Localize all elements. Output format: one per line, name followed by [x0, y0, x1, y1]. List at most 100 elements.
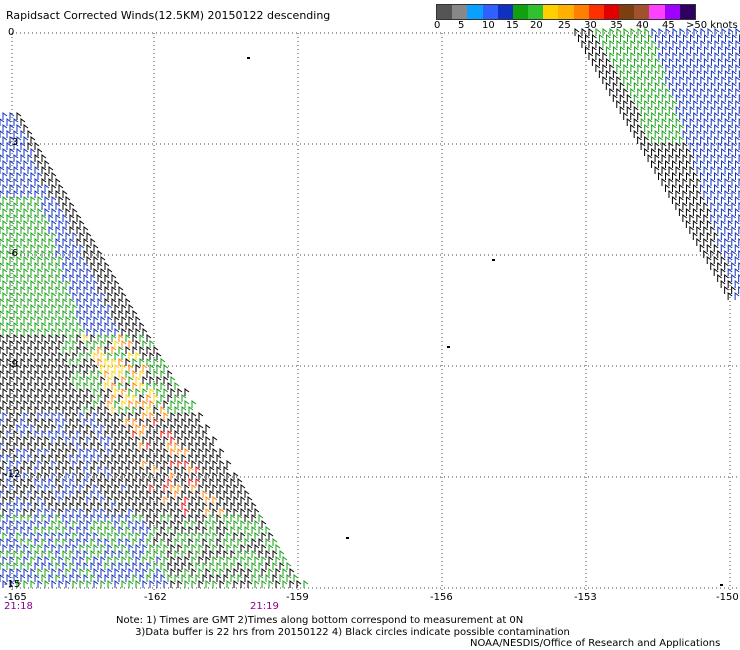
wind-barb [34, 538, 40, 546]
wind-barb [76, 310, 82, 318]
wind-barb [679, 112, 685, 120]
wind-barb [37, 412, 43, 420]
wind-barb [2, 364, 8, 372]
wind-barb [198, 436, 204, 444]
wind-barb [637, 88, 643, 96]
wind-barb [142, 340, 148, 348]
wind-barb [34, 454, 40, 462]
wind-barb [177, 412, 183, 420]
wind-barb [135, 328, 141, 336]
wind-barb [83, 454, 89, 462]
wind-barb [107, 292, 113, 300]
wind-barb [51, 328, 57, 336]
wind-barb [717, 46, 723, 54]
wind-barb [651, 112, 657, 120]
wind-barb [170, 508, 176, 516]
wind-barb [104, 382, 110, 390]
wind-barb [2, 136, 8, 144]
wind-barb [27, 334, 33, 342]
wind-barb [623, 76, 629, 84]
wind-barb [696, 130, 702, 138]
wind-barb [146, 574, 152, 582]
wind-barb [55, 190, 61, 198]
wind-barb [86, 556, 92, 564]
wind-barb [65, 424, 71, 432]
wind-barb [693, 124, 698, 132]
wind-barb [83, 322, 89, 330]
wind-barb [188, 478, 194, 486]
wind-barb [58, 244, 64, 252]
wind-barb [728, 160, 733, 168]
wind-barb [79, 328, 85, 336]
wind-barb [51, 244, 57, 252]
wind-barb [16, 172, 22, 180]
wind-barb [58, 568, 64, 576]
wind-barb [83, 490, 89, 498]
wind-barb [685, 196, 691, 204]
wind-barb [640, 46, 646, 54]
wind-barb [34, 298, 40, 306]
wind-barb [738, 226, 740, 234]
wind-barb [83, 514, 89, 522]
wind-barb [83, 538, 89, 546]
wind-barb [37, 316, 43, 324]
wind-barb [9, 244, 15, 252]
wind-barb [198, 532, 204, 540]
wind-barb [728, 64, 734, 72]
wind-barb [9, 124, 15, 132]
wind-barb [23, 340, 29, 348]
wind-barb [27, 538, 33, 546]
wind-barb [174, 394, 180, 402]
wind-barb [598, 58, 604, 66]
wind-barb [233, 496, 239, 504]
wind-barb [37, 340, 43, 348]
wind-barb [104, 394, 110, 402]
wind-barb [728, 76, 734, 84]
wind-barb [97, 406, 103, 414]
wind-barb [34, 394, 40, 402]
isolated-barb [720, 584, 723, 586]
wind-barb [675, 34, 681, 42]
wind-barb [27, 202, 33, 210]
wind-barb [104, 502, 110, 510]
wind-barb [170, 412, 176, 420]
wind-barb [602, 28, 608, 36]
wind-barb [90, 466, 96, 474]
wind-barb [65, 376, 71, 384]
wind-barb [146, 430, 152, 438]
wind-barb [30, 412, 36, 420]
wind-barb [202, 454, 208, 462]
wind-barb [731, 286, 736, 294]
wind-barb [79, 304, 85, 312]
wind-barb [163, 532, 169, 540]
wind-barb [55, 562, 61, 570]
wind-barb [20, 418, 26, 426]
wind-barb [728, 100, 734, 108]
wind-barb [104, 538, 110, 546]
wind-barb [714, 52, 720, 60]
wind-barb [41, 538, 47, 546]
wind-barb [247, 556, 253, 564]
wind-barb [16, 568, 22, 576]
wind-barb [205, 568, 211, 576]
wind-barb [209, 550, 215, 558]
wind-barb [51, 184, 57, 192]
wind-barb [23, 520, 29, 528]
wind-barb [0, 490, 5, 498]
wind-barb [62, 250, 68, 258]
wind-barb [731, 118, 737, 126]
wind-barb [37, 328, 43, 336]
wind-barb [6, 562, 12, 570]
wind-barb [44, 580, 50, 588]
wind-barb [2, 496, 8, 504]
wind-barb [9, 136, 15, 144]
wind-barb [104, 298, 110, 306]
wind-barb [0, 418, 5, 426]
wind-barb [630, 76, 636, 84]
wind-barb [156, 580, 162, 588]
wind-barb [0, 154, 5, 162]
wind-barb [679, 76, 685, 84]
wind-barb [0, 382, 5, 390]
wind-barb [37, 208, 43, 216]
wind-barb [181, 514, 187, 522]
